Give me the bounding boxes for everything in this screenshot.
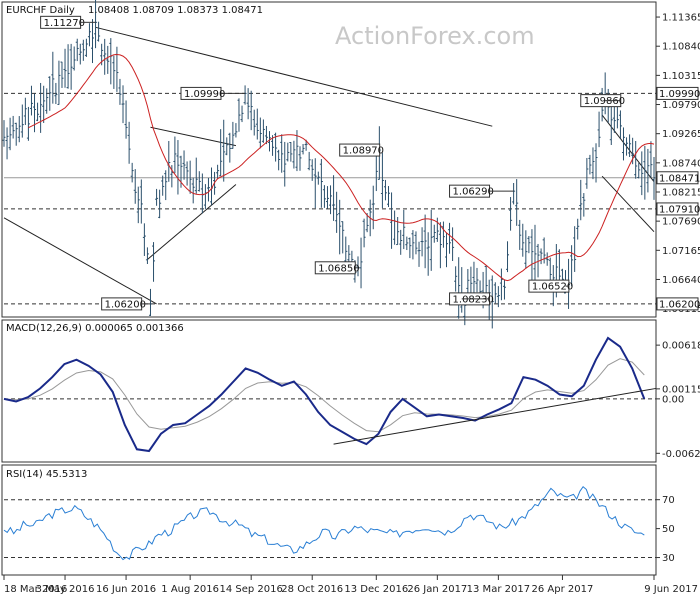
price-level-label: 1.08471	[659, 173, 700, 184]
x-tick-label: 1 Aug 2016	[161, 584, 219, 595]
signal-line	[3, 358, 645, 433]
trendlines	[3, 26, 655, 305]
price-level-label: 1.06200	[659, 299, 700, 310]
annotation-label: 1.06290	[453, 187, 494, 198]
y-tick-label: 1.07165	[662, 246, 700, 257]
rsi-line	[3, 485, 645, 561]
annotation-label: 1.09990	[184, 89, 225, 100]
y-tick-label: 1.08215	[662, 187, 700, 198]
ohlc-bars	[2, 0, 656, 329]
price-level-labels: 1.09990 1.08471 1.07910 1.06200	[656, 86, 700, 311]
annotation-label: 1.11270	[44, 18, 85, 29]
y-tick-label: 1.10315	[662, 71, 700, 82]
x-tick-label: 3 May 2016	[36, 584, 95, 595]
price-level-box	[656, 171, 699, 185]
x-tick-label: 9 Jun 2017	[644, 584, 698, 595]
rsi-panel: 70 50 30 RSI(14) 45.5313	[1, 464, 675, 576]
x-tick-label: 13 Dec 2016	[344, 584, 408, 595]
price-level-label: 1.07910	[659, 204, 700, 215]
x-tick-label: 14 Sep 2016	[219, 584, 282, 595]
price-level-box	[656, 202, 699, 216]
ma-line	[28, 53, 655, 282]
annotation-label: 1.06200	[105, 299, 146, 310]
y-tick-label: 1.08740	[662, 158, 700, 169]
macd-lines	[3, 336, 657, 453]
trendline	[147, 184, 237, 260]
y-tick-label: 1.06640	[662, 275, 700, 286]
x-tick-label: 16 Jun 2016	[96, 584, 156, 595]
main-y-axis: 1.11365 1.10840 1.10315 1.09790 1.09265 1.087…	[656, 13, 700, 315]
rsi-y-axis: 70 50 30	[4, 495, 675, 564]
annotation-label: 1.06850	[318, 263, 359, 274]
watermark: ActionForex.com	[335, 22, 535, 50]
price-level-label: 1.09990	[659, 89, 700, 100]
y-tick-label: 50	[662, 524, 675, 535]
ohlc-readout: 1.08408 1.08709 1.08373 1.08471	[88, 5, 263, 16]
macd-trendline	[333, 387, 657, 445]
macd-title: MACD(12,26,9) 0.000065 0.001366	[6, 323, 184, 334]
y-tick-label: 0.00618	[662, 341, 700, 352]
trendline	[3, 217, 157, 305]
main-panel-frame	[1, 1, 657, 318]
main-price-panel: ActionForex.com 1.11365 1.10840 1.10315 1.0…	[1, 0, 700, 329]
annotation-label: 1.06520	[532, 282, 573, 293]
y-tick-label: 70	[662, 495, 675, 506]
y-tick-label: 1.10840	[662, 42, 700, 53]
x-tick-label: 28 Oct 2016	[281, 584, 343, 595]
price-level-box	[656, 297, 699, 311]
y-tick-label: 0.00115	[662, 384, 700, 395]
price-annotations: 1.11270 1.09990 1.08970 1.06850 1.06200 1.082…	[40, 15, 625, 311]
macd-line	[3, 336, 646, 453]
trendline	[95, 26, 493, 127]
annotation-label: 1.08970	[343, 146, 384, 157]
annotation-label: 1.09860	[584, 96, 625, 107]
trendline	[150, 126, 237, 147]
x-tick-label: 18 Mar 2016	[4, 584, 67, 595]
trendline	[601, 175, 655, 233]
rsi-lines	[3, 485, 645, 561]
price-level-box	[656, 86, 699, 100]
y-tick-label: 1.07690	[662, 217, 700, 228]
moving-average	[28, 53, 655, 282]
y-tick-label: 1.09790	[662, 100, 700, 111]
trendline	[601, 114, 655, 183]
y-tick-label: 30	[662, 553, 675, 564]
annotation-label: 1.08230	[453, 294, 494, 305]
rsi-panel-frame	[1, 464, 657, 576]
x-tick-label: 26 Jan 2017	[407, 584, 467, 595]
y-tick-label: 1.11365	[662, 13, 700, 24]
y-tick-label: 0.00	[662, 394, 684, 405]
rsi-title: RSI(14) 45.5313	[6, 469, 87, 480]
x-tick-label: 26 Apr 2017	[532, 584, 594, 595]
y-tick-label: -0.00626	[662, 449, 700, 460]
y-tick-label: 1.09265	[662, 129, 700, 140]
chart-title: EURCHF Daily	[6, 5, 75, 16]
macd-panel-frame	[1, 319, 657, 463]
x-tick-label: 13 Mar 2017	[467, 584, 530, 595]
